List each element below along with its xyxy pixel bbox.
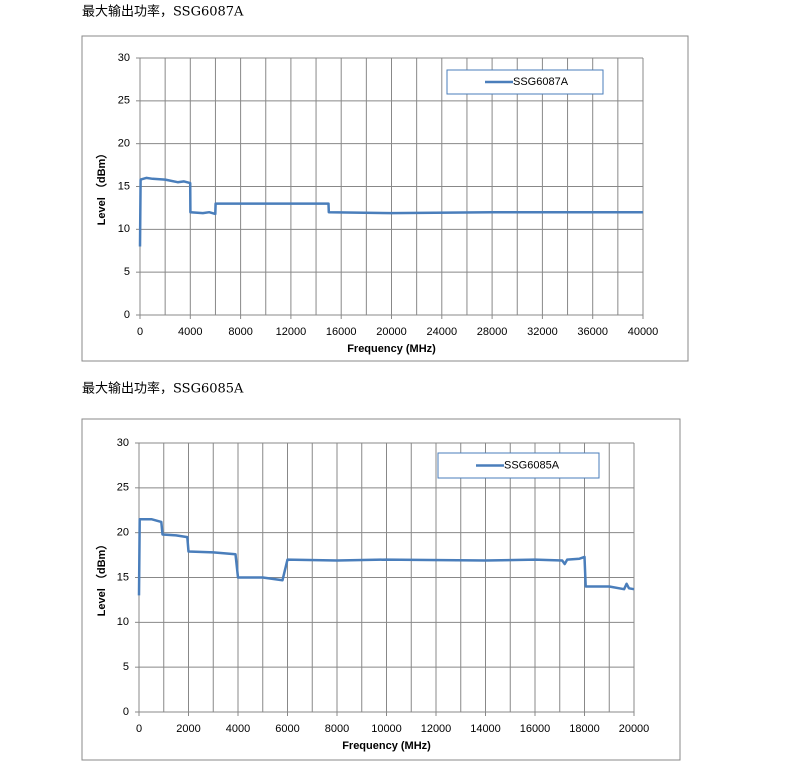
data-line — [138, 176, 643, 247]
y-tick-label: 5 — [123, 661, 129, 673]
y-axis-title: Level （dBm） — [95, 148, 108, 226]
y-tick-label: 30 — [118, 52, 130, 64]
x-tick-label: 14000 — [470, 723, 501, 735]
x-tick-label: 16000 — [520, 723, 551, 735]
x-tick-label: 8000 — [325, 723, 349, 735]
x-tick-label: 36000 — [577, 326, 608, 338]
data-line — [137, 517, 635, 596]
y-tick-label: 10 — [117, 616, 129, 628]
x-tick-label: 12000 — [421, 723, 452, 735]
x-tick-label: 12000 — [276, 326, 307, 338]
x-tick-label: 20000 — [619, 723, 650, 735]
caption: 最大输出功率，SSG6087A — [82, 4, 244, 20]
y-tick-label: 25 — [117, 482, 129, 494]
y-tick-label: 0 — [123, 706, 129, 718]
y-tick-label: 0 — [124, 309, 130, 321]
x-tick-label: 4000 — [178, 326, 202, 338]
x-tick-label: 32000 — [527, 326, 558, 338]
x-tick-label: 6000 — [275, 723, 299, 735]
x-tick-label: 4000 — [226, 723, 250, 735]
x-tick-label: 8000 — [228, 326, 252, 338]
x-tick-label: 28000 — [477, 326, 508, 338]
legend-label: SSG6087A — [513, 76, 569, 88]
y-tick-label: 15 — [117, 571, 129, 583]
x-axis-title: Frequency (MHz) — [342, 740, 431, 752]
x-tick-label: 0 — [136, 723, 142, 735]
x-tick-label: 0 — [137, 326, 143, 338]
x-tick-label: 24000 — [427, 326, 458, 338]
y-tick-label: 20 — [118, 138, 130, 150]
x-tick-label: 2000 — [176, 723, 200, 735]
x-tick-label: 10000 — [371, 723, 402, 735]
y-axis-title: Level （dBm） — [95, 539, 108, 617]
x-tick-label: 40000 — [628, 326, 659, 338]
y-tick-label: 10 — [118, 223, 130, 235]
legend-label: SSG6085A — [504, 459, 560, 471]
y-tick-label: 5 — [124, 266, 130, 278]
y-tick-label: 15 — [118, 180, 130, 192]
caption: 最大输出功率，SSG6085A — [82, 381, 244, 397]
y-tick-label: 20 — [117, 527, 129, 539]
legend-box — [437, 452, 600, 479]
x-axis-title: Frequency (MHz) — [347, 343, 436, 355]
y-tick-label: 25 — [118, 95, 130, 107]
x-tick-label: 16000 — [326, 326, 357, 338]
legend-box — [446, 69, 604, 95]
x-tick-label: 18000 — [569, 723, 600, 735]
x-tick-label: 20000 — [376, 326, 407, 338]
y-tick-label: 30 — [117, 437, 129, 449]
